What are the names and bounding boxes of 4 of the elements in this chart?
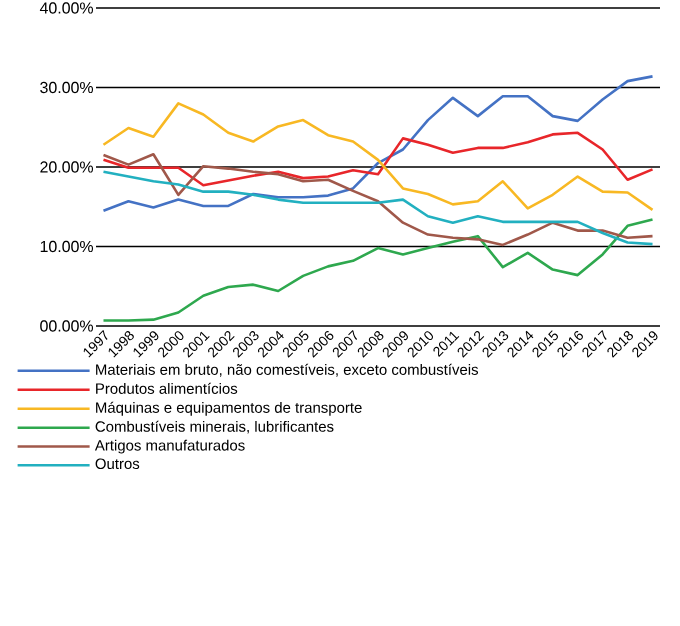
line-series — [102, 152, 654, 247]
line-series — [102, 102, 654, 212]
line-series — [102, 75, 654, 213]
line-series — [102, 218, 654, 322]
